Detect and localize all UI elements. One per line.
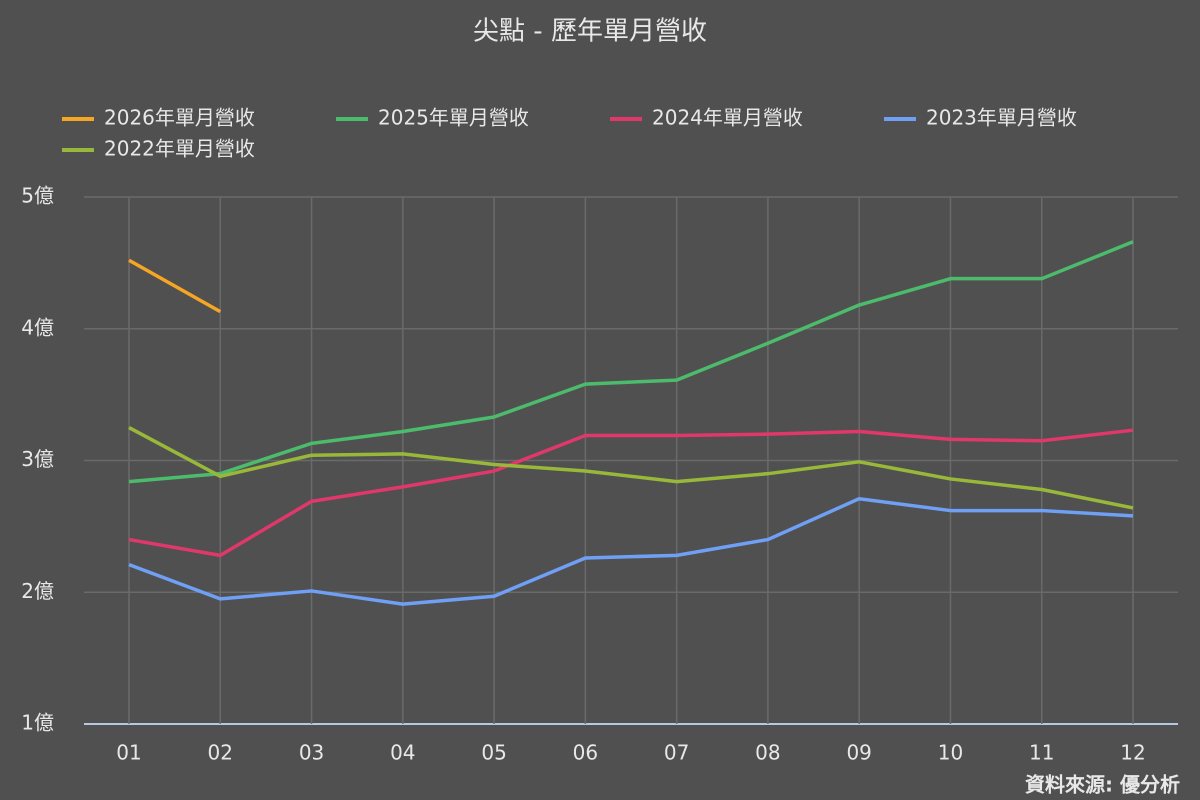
series-line bbox=[128, 258, 222, 314]
chart-title: 尖點 - 歷年單月營收 bbox=[473, 17, 707, 47]
source-note: 資料來源: 優分析 bbox=[1025, 773, 1180, 797]
x-tick-label: 04 bbox=[390, 741, 415, 765]
x-tick-label: 05 bbox=[481, 741, 506, 765]
series-line bbox=[128, 496, 1134, 606]
x-tick-label: 08 bbox=[755, 741, 780, 765]
series-line bbox=[128, 428, 1134, 558]
y-tick-label: 3億 bbox=[21, 447, 54, 471]
x-tick-label: 02 bbox=[208, 741, 233, 765]
y-tick-label: 2億 bbox=[21, 579, 54, 603]
series-line bbox=[128, 426, 1134, 510]
legend-label: 2025年單月營收 bbox=[378, 106, 529, 130]
x-tick-label: 10 bbox=[938, 741, 963, 765]
y-tick-label: 1億 bbox=[21, 711, 54, 735]
x-tick-label: 07 bbox=[664, 741, 689, 765]
series-line bbox=[128, 240, 1134, 484]
x-tick-label: 03 bbox=[299, 741, 324, 765]
x-tick-label: 09 bbox=[846, 741, 871, 765]
legend-label: 2024年單月營收 bbox=[652, 106, 803, 130]
x-tick-label: 11 bbox=[1029, 741, 1054, 765]
y-tick-label: 4億 bbox=[21, 315, 54, 339]
x-tick-label: 01 bbox=[116, 741, 141, 765]
legend-label: 2022年單月營收 bbox=[104, 137, 255, 161]
y-tick-label: 5億 bbox=[21, 184, 54, 208]
x-tick-label: 12 bbox=[1120, 741, 1145, 765]
legend-label: 2023年單月營收 bbox=[926, 106, 1077, 130]
legend-label: 2026年單月營收 bbox=[104, 106, 255, 130]
x-tick-label: 06 bbox=[573, 741, 598, 765]
